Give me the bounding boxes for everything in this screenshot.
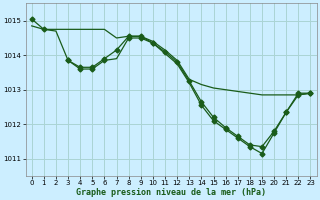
X-axis label: Graphe pression niveau de la mer (hPa): Graphe pression niveau de la mer (hPa)	[76, 188, 266, 197]
